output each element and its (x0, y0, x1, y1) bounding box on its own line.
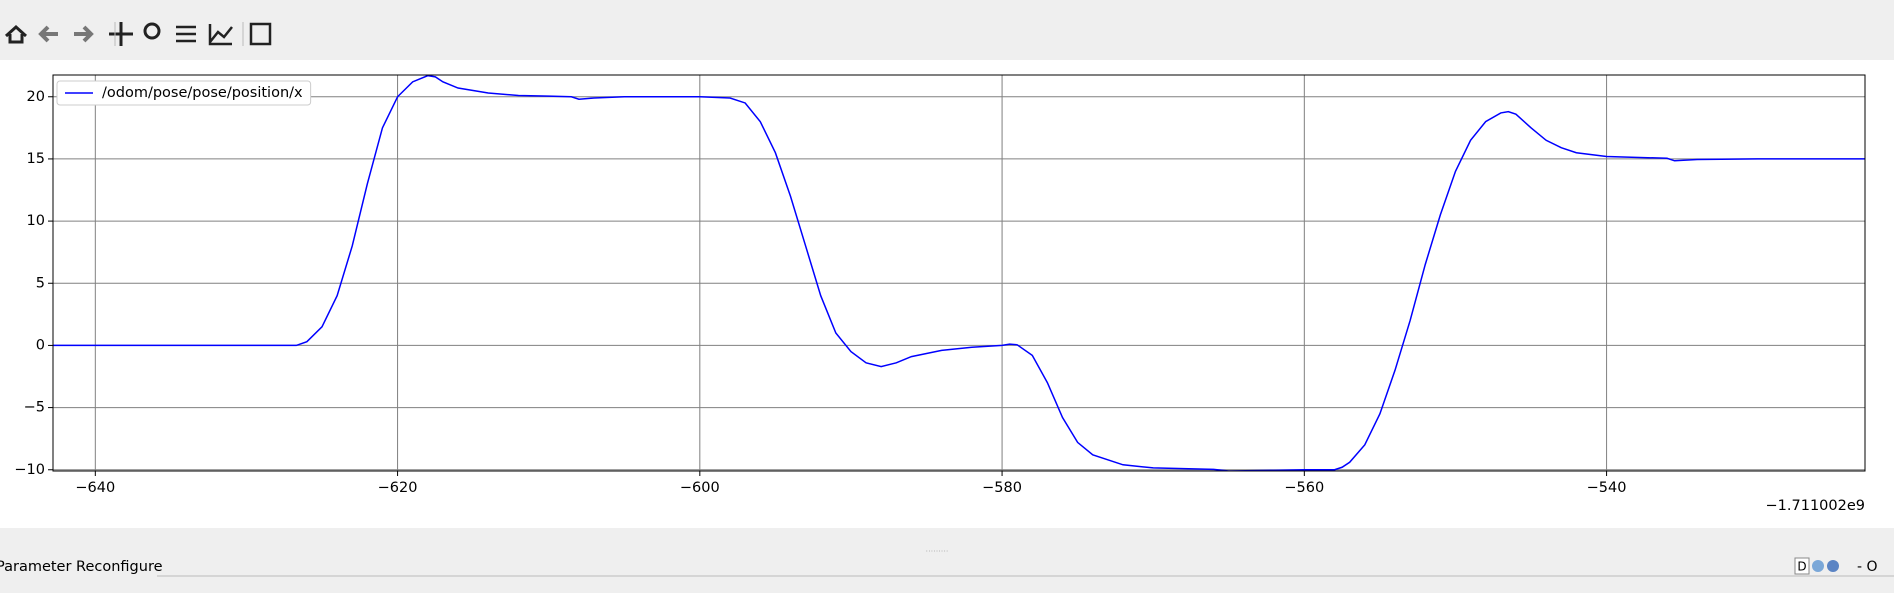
save-button[interactable] (249, 22, 272, 46)
toolbar (0, 0, 1894, 60)
help-button[interactable] (1827, 560, 1839, 572)
pan-button[interactable] (109, 22, 133, 46)
y-tick-label: 15 (27, 151, 45, 167)
x-tick-label: −540 (1587, 480, 1627, 496)
y-tick-label: −10 (14, 462, 45, 478)
axes-button[interactable] (208, 24, 233, 46)
splitter-handle[interactable]: ......... (926, 545, 949, 554)
configure-button[interactable] (176, 25, 196, 43)
y-tick-label: −5 (24, 400, 45, 416)
y-tick-label: 5 (36, 275, 45, 291)
x-offset-label: −1.711002e9 (1766, 498, 1865, 514)
reload-button[interactable] (1812, 560, 1824, 572)
forward-button[interactable] (74, 25, 94, 43)
legend-label: /odom/pose/pose/position/x (102, 85, 303, 101)
dock-button[interactable] (1794, 557, 1810, 575)
y-tick-label: 0 (36, 337, 45, 353)
figure (0, 60, 1894, 528)
back-button[interactable] (38, 25, 58, 43)
window-controls[interactable]: - O (1857, 559, 1878, 575)
data-line (53, 75, 1865, 471)
x-tick-label: −600 (680, 480, 720, 496)
x-tick-label: −560 (1284, 480, 1324, 496)
panel-title: Parameter Reconfigure (0, 559, 163, 575)
x-tick-label: −580 (982, 480, 1022, 496)
home-button[interactable] (4, 24, 28, 44)
x-tick-label: −620 (378, 480, 418, 496)
legend-box (56, 80, 312, 106)
dock-label[interactable]: D (1797, 560, 1806, 574)
axes-frame (52, 74, 1866, 472)
y-tick-label: 10 (27, 213, 45, 229)
zoom-button[interactable] (143, 22, 161, 40)
x-tick-label: −640 (75, 480, 115, 496)
y-tick-label: 20 (27, 89, 45, 105)
